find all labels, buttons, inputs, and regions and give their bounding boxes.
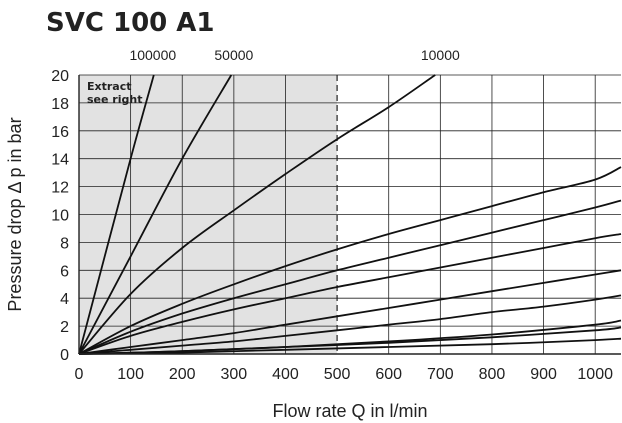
y-tick-labels: 0 2 4 6 8 10 12 14 16 18 20 xyxy=(51,68,69,364)
x-tick-label: 200 xyxy=(169,366,196,383)
y-tick-label: 6 xyxy=(60,263,69,280)
annotation: Extract see right xyxy=(87,80,142,106)
series-line-6 xyxy=(78,233,622,355)
top-curve-label: 100000 xyxy=(129,47,176,63)
y-tick-label: 0 xyxy=(60,347,69,364)
top-labels: 100000 50000 10000 xyxy=(129,47,460,63)
x-tick-label: 800 xyxy=(479,366,506,383)
series-line-2 xyxy=(78,74,233,355)
x-tick-label: 700 xyxy=(427,366,454,383)
y-tick-label: 16 xyxy=(51,124,69,141)
series-line-3 xyxy=(78,74,436,355)
chart-title: SVC 100 A1 xyxy=(46,8,215,38)
x-tick-labels: 0 100 200 300 400 500 600 700 800 900 1000 xyxy=(75,366,614,383)
y-tick-label: 12 xyxy=(51,180,69,197)
series-line-5 xyxy=(78,199,622,355)
top-curve-label: 50000 xyxy=(214,47,253,63)
series-line-10 xyxy=(78,326,622,355)
top-curve-label: 10000 xyxy=(421,47,460,63)
x-tick-label: 600 xyxy=(375,366,402,383)
x-axis-label: Flow rate Q in l/min xyxy=(272,401,427,421)
series-line-8 xyxy=(78,294,622,355)
x-tick-label: 0 xyxy=(75,366,84,383)
y-tick-label: 18 xyxy=(51,96,69,113)
series-group xyxy=(78,74,622,355)
y-tick-label: 10 xyxy=(51,208,69,225)
plot-frame xyxy=(78,75,621,355)
x-tick-label: 1000 xyxy=(577,366,613,383)
y-tick-label: 20 xyxy=(51,68,69,85)
annotation-line-1: Extract xyxy=(87,80,132,93)
y-tick-label: 8 xyxy=(60,235,69,252)
y-axis-label: Pressure drop Δ p in bar xyxy=(5,117,25,311)
y-tick-label: 4 xyxy=(60,291,69,308)
annotation-line-2: see right xyxy=(87,93,142,106)
y-tick-label: 2 xyxy=(60,319,69,336)
y-tick-label: 14 xyxy=(51,152,69,169)
x-tick-label: 300 xyxy=(221,366,248,383)
series-line-7 xyxy=(78,269,622,355)
x-tick-label: 900 xyxy=(530,366,557,383)
x-tick-label: 100 xyxy=(117,366,144,383)
series-line-11 xyxy=(78,337,622,355)
x-tick-label: 400 xyxy=(272,366,299,383)
series-line-1 xyxy=(78,74,155,355)
x-tick-label: 500 xyxy=(324,366,351,383)
series-line-4 xyxy=(78,166,622,355)
